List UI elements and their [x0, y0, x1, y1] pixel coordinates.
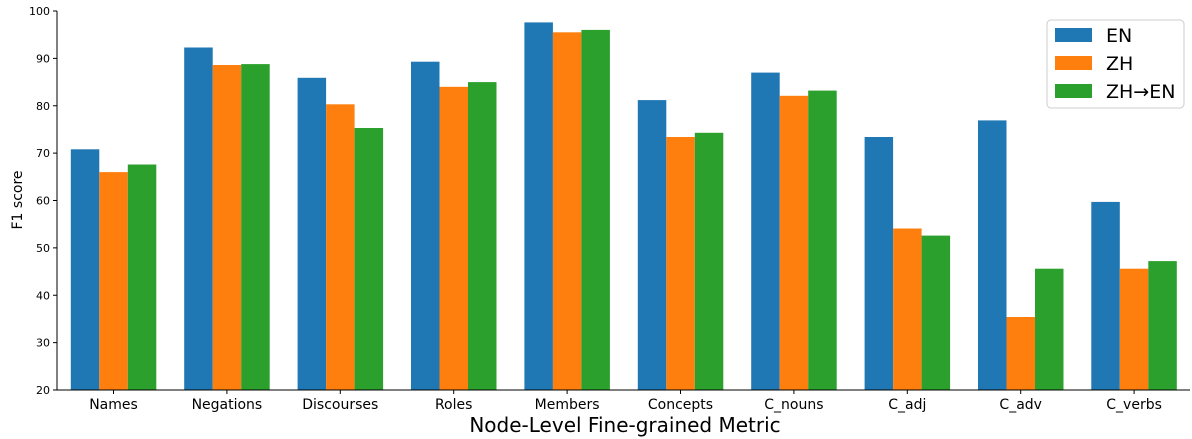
y-tick-label: 50: [36, 242, 50, 255]
x-tick-label: Negations: [192, 397, 263, 413]
bar-zh-negations: [212, 65, 242, 390]
x-tick-label: Concepts: [648, 397, 713, 413]
bar-zh-c-adj: [893, 228, 922, 390]
bar-zh-members: [552, 32, 582, 391]
x-tick-label: Members: [535, 397, 600, 413]
bar-zh-en-concepts: [694, 132, 724, 391]
legend-swatch-zh: [1055, 56, 1092, 70]
bar-zh-concepts: [666, 137, 695, 390]
y-tick-label: 70: [36, 147, 50, 160]
bar-zh-c-nouns: [779, 95, 809, 391]
x-tick-label: C_nouns: [764, 397, 823, 413]
bar-en-c-adv: [978, 120, 1007, 391]
bar-zh-en-names: [127, 164, 157, 390]
legend-label-zh: ZH: [1106, 53, 1133, 75]
y-ticks: 20 30 40 50 60 70 80 90 100: [29, 5, 57, 397]
bar-zh-en-members: [581, 29, 610, 391]
bar-zh-en-discourses: [354, 128, 384, 390]
bar-zh-en-c-verbs: [1148, 261, 1177, 390]
x-tick-label: C_adv: [999, 397, 1042, 413]
bar-en-c-nouns: [751, 72, 780, 390]
bar-zh-en-roles: [468, 82, 497, 390]
x-ticks: Names Negations Discourses Roles Members Conc…: [89, 390, 1162, 413]
x-tick-label: C_verbs: [1106, 397, 1162, 413]
y-tick-label: 40: [36, 289, 50, 302]
legend-swatch-en: [1055, 28, 1092, 42]
bar-zh-names: [99, 172, 128, 390]
y-tick-label: 80: [36, 100, 50, 113]
bar-zh-en-c-adj: [921, 235, 951, 390]
bar-zh-en-negations: [241, 64, 270, 390]
bar-en-names: [70, 149, 100, 390]
bar-en-negations: [184, 47, 213, 390]
x-tick-label: Names: [89, 397, 138, 413]
y-tick-label: 30: [36, 337, 50, 350]
x-tick-label: Discourses: [302, 397, 378, 413]
bar-en-discourses: [297, 77, 327, 391]
y-tick-label: 60: [36, 195, 50, 208]
bar-zh-discourses: [326, 104, 355, 391]
bar-en-roles: [411, 61, 440, 390]
y-tick-label: 100: [29, 5, 50, 18]
y-tick-label: 90: [36, 52, 50, 65]
y-tick-label: 20: [36, 384, 50, 397]
legend-label-en: EN: [1106, 25, 1132, 47]
bar-en-c-verbs: [1091, 201, 1120, 390]
bar-zh-c-adv: [1006, 317, 1035, 390]
x-axis-title: Node-Level Fine-grained Metric: [469, 413, 780, 437]
bar-zh-c-verbs: [1119, 268, 1149, 390]
legend-label-zh-en: ZH→EN: [1106, 81, 1175, 103]
y-axis-title: F1 score: [10, 170, 26, 229]
bar-en-concepts: [637, 100, 667, 390]
legend: EN ZH ZH→EN: [1046, 19, 1185, 109]
bars-layer: [70, 22, 1177, 391]
bar-zh-en-c-adv: [1035, 268, 1064, 390]
bar-en-members: [524, 22, 553, 391]
bar-zh-roles: [439, 86, 468, 391]
bar-zh-en-c-nouns: [808, 90, 837, 390]
bar-en-c-adj: [864, 137, 894, 390]
x-tick-label: C_adj: [888, 397, 926, 413]
x-tick-label: Roles: [435, 397, 472, 413]
legend-swatch-zh-en: [1055, 84, 1092, 98]
